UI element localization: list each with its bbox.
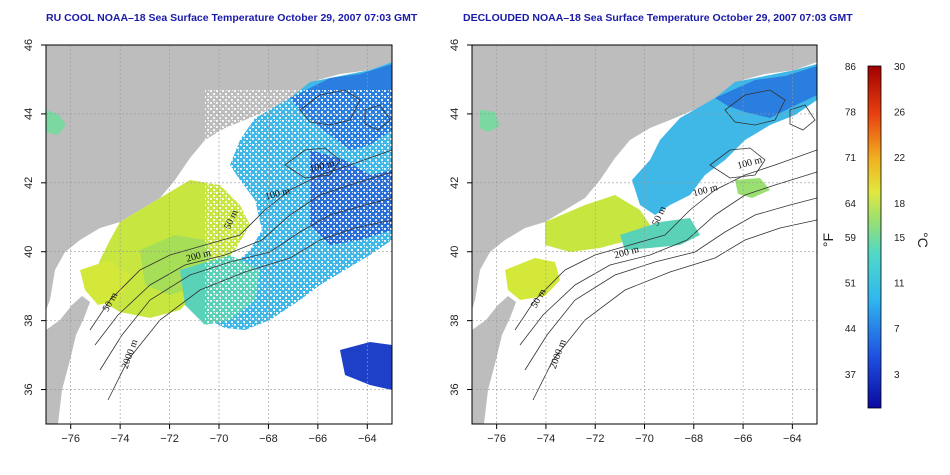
- right-lat-lon-grid: [472, 45, 817, 424]
- fahrenheit-tick-label: 86: [845, 62, 857, 73]
- fahrenheit-tick-label: 44: [845, 324, 857, 335]
- temperature-colorbar: 30 86 26 78 22 71 18 64 15 59 11 51 7 44 3 37 °F °C: [820, 62, 931, 409]
- colorbar-gradient: [867, 65, 882, 409]
- right-bathymetry-contours: [514, 89, 817, 401]
- right-map-title: DECLOUDED NOAA–18 Sea Surface Temperatur…: [463, 12, 853, 24]
- right-lon-tick-label: −68: [684, 433, 703, 445]
- right-lon-tick-label: −64: [783, 433, 802, 445]
- celsius-tick-label: 22: [894, 153, 906, 164]
- fahrenheit-tick-label: 37: [845, 370, 857, 381]
- left-bathymetry-contours: [89, 89, 392, 401]
- celsius-unit-label: °C: [915, 232, 931, 248]
- fahrenheit-tick-label: 78: [845, 108, 857, 119]
- left-lat-tick-label: 42: [23, 177, 35, 189]
- right-lat-tick-label: 42: [449, 177, 461, 189]
- left-lon-tick-label: −72: [160, 433, 179, 445]
- fahrenheit-tick-label: 64: [845, 199, 857, 210]
- right-lat-tick-label: 40: [449, 246, 461, 258]
- left-lat-tick-label: 40: [23, 246, 35, 258]
- celsius-tick-label: 18: [894, 199, 906, 210]
- left-lon-tick-label: −64: [358, 433, 377, 445]
- left-lon-tick-label: −70: [210, 433, 229, 445]
- celsius-tick-label: 3: [894, 370, 900, 381]
- right-sst-data: [480, 64, 817, 300]
- celsius-tick-label: 26: [894, 108, 906, 119]
- celsius-tick-label: 11: [894, 279, 905, 290]
- left-lon-tick-label: −68: [259, 433, 278, 445]
- celsius-tick-label: 15: [894, 233, 906, 244]
- left-sst-data: [46, 62, 392, 390]
- right-lon-tick-label: −70: [635, 433, 654, 445]
- right-lat-tick-label: 44: [449, 108, 461, 120]
- right-lon-tick-label: −72: [586, 433, 605, 445]
- left-lon-tick-label: −76: [61, 433, 80, 445]
- left-axis-ticks: −76 −74 −72 −70 −68 −66 −64 36 38 40 42 44 46: [23, 39, 377, 445]
- left-lon-tick-label: −74: [111, 433, 130, 445]
- left-lat-tick-label: 46: [23, 39, 35, 51]
- fahrenheit-tick-label: 71: [845, 153, 857, 164]
- right-lat-tick-label: 46: [449, 39, 461, 51]
- fahrenheit-unit-label: °F: [820, 233, 836, 247]
- left-lat-lon-grid: [46, 45, 392, 424]
- right-lat-tick-label: 36: [449, 383, 461, 395]
- left-lat-tick-label: 38: [23, 315, 35, 327]
- left-lat-tick-label: 44: [23, 108, 35, 120]
- right-lon-tick-label: −76: [487, 433, 506, 445]
- left-lat-tick-label: 36: [23, 383, 35, 395]
- celsius-tick-label: 30: [894, 62, 906, 73]
- left-lon-tick-label: −66: [309, 433, 328, 445]
- right-lon-tick-label: −74: [537, 433, 556, 445]
- left-map-title: RU COOL NOAA–18 Sea Surface Temperature …: [46, 12, 418, 24]
- fahrenheit-tick-label: 51: [845, 279, 857, 290]
- right-axis-ticks: −76 −74 −72 −70 −68 −66 −64 36 38 40 42 44 46: [449, 39, 802, 445]
- celsius-tick-label: 7: [894, 324, 900, 335]
- right-lat-tick-label: 38: [449, 315, 461, 327]
- fahrenheit-tick-label: 59: [845, 233, 857, 244]
- left-land-mass: [46, 45, 392, 424]
- right-land-mass: [472, 45, 817, 424]
- right-lon-tick-label: −66: [734, 433, 753, 445]
